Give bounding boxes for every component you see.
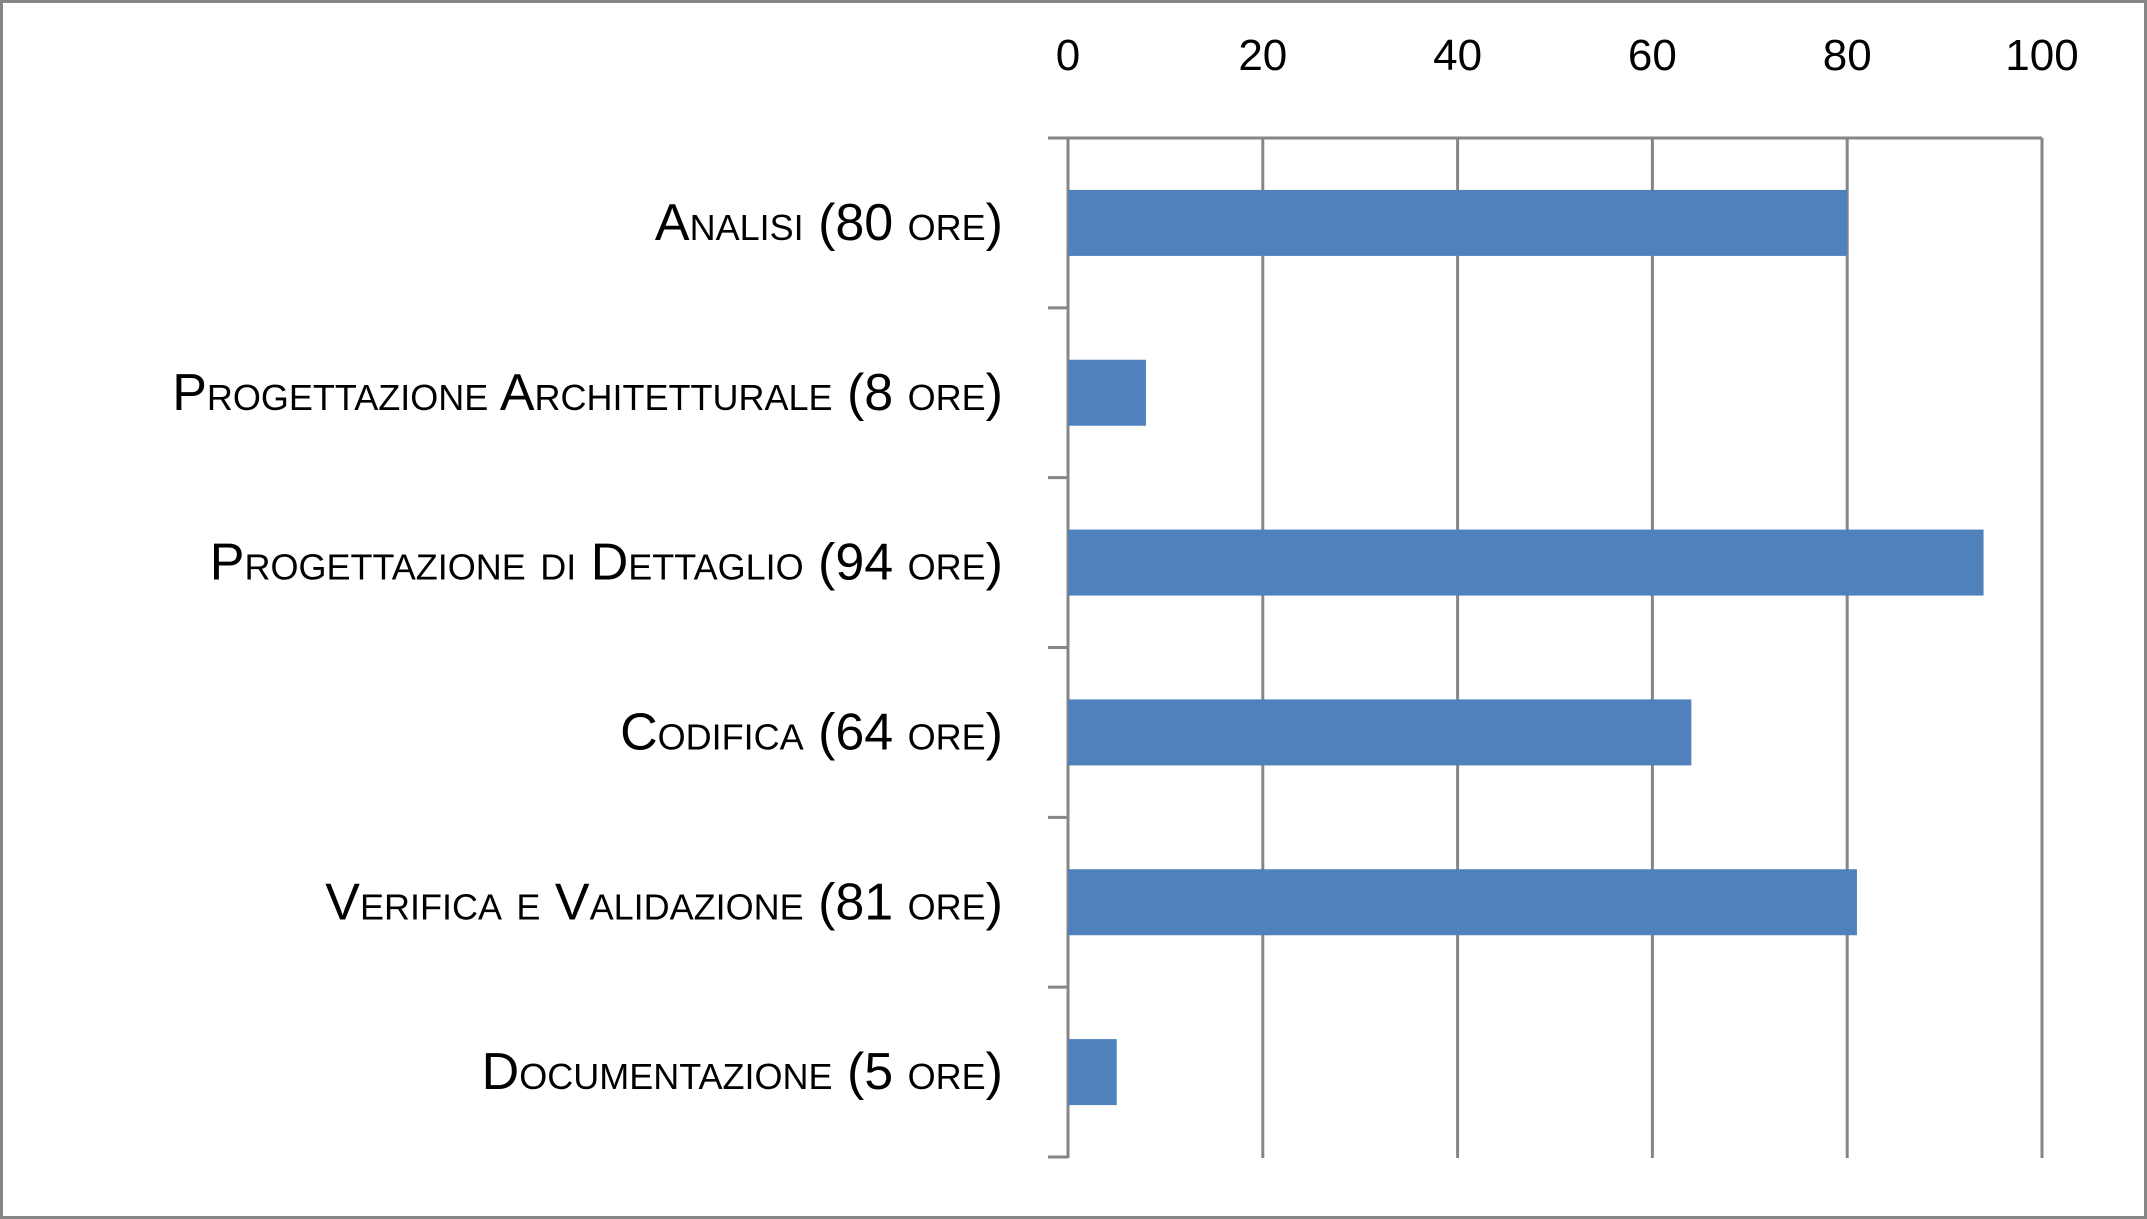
bar	[1068, 529, 1984, 596]
bar	[1068, 189, 1848, 256]
gridlines	[1066, 138, 2044, 1158]
x-tick-label: 60	[1628, 31, 1677, 80]
category-labels: Analisi (80 ore) Progettazione Architettu…	[172, 194, 1003, 1101]
category-label: Documentazione (5 ore)	[482, 1043, 1003, 1101]
bar	[1068, 1039, 1117, 1106]
value-axis: 0 20 40 60 80 100	[1048, 31, 2079, 1159]
x-tick-label: 0	[1056, 31, 1080, 80]
x-tick-label: 20	[1238, 31, 1287, 80]
x-tick-label: 80	[1823, 31, 1872, 80]
category-label: Verifica e Validazione (81 ore)	[325, 873, 1003, 931]
bars	[1068, 189, 1984, 1106]
category-label: Analisi (80 ore)	[655, 194, 1003, 252]
bar	[1068, 869, 1857, 936]
bar	[1068, 359, 1146, 426]
category-label: Progettazione Architetturale (8 ore)	[172, 364, 1003, 422]
x-tick-label: 100	[2005, 31, 2078, 80]
x-tick-label: 40	[1433, 31, 1482, 80]
category-label: Progettazione di Dettaglio (94 ore)	[210, 534, 1003, 592]
bar	[1068, 699, 1692, 766]
category-label: Codifica (64 ore)	[620, 703, 1003, 761]
